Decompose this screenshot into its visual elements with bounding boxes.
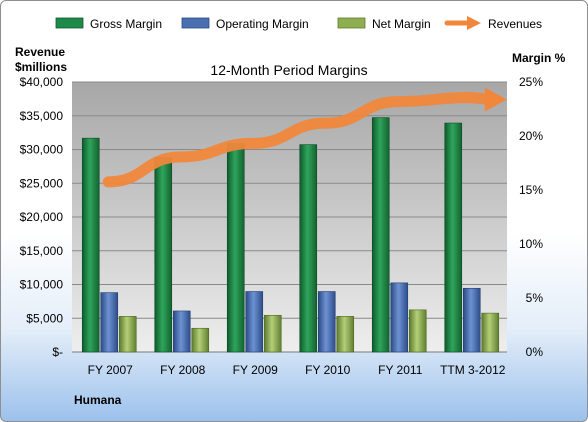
legend-label-net-margin: Net Margin	[372, 17, 431, 31]
revenues-line	[102, 92, 497, 188]
operating-margin-bar	[390, 282, 409, 353]
legend-label-gross-margin: Gross Margin	[90, 17, 162, 31]
company-label: Humana	[74, 393, 122, 407]
revenue-arrow-group	[102, 87, 507, 188]
legend-swatch-revenues-arrowhead	[467, 16, 481, 30]
gross-margin-bar	[371, 117, 390, 353]
left-axis-ticks: $- $5,000 $10,000 $15,000 $20,000 $25,000 $30,…	[20, 75, 64, 359]
operating-margin-bar	[172, 310, 191, 353]
x-tick-label: FY 2011	[378, 363, 423, 377]
x-tick-label: FY 2008	[160, 363, 205, 377]
net-margin-bar	[191, 327, 210, 353]
left-tick-label: $40,000	[20, 75, 64, 89]
revenues-arrowhead	[484, 87, 507, 112]
operating-margin-bar	[245, 291, 264, 353]
left-axis-label-line2: $millions	[15, 60, 67, 74]
x-tick-label: FY 2007	[88, 363, 133, 377]
operating-margin-bar	[317, 291, 336, 353]
left-tick-label: $30,000	[20, 143, 64, 157]
left-tick-label: $25,000	[20, 176, 64, 190]
gross-margin-bar	[444, 122, 463, 353]
left-tick-label: $15,000	[20, 244, 64, 258]
x-tick-label: TTM 3-2012	[440, 363, 506, 377]
right-tick-label: 25%	[519, 75, 543, 89]
left-tick-label: $35,000	[20, 109, 64, 123]
legend-swatch-net-margin	[337, 17, 366, 29]
x-tick-label: FY 2009	[233, 363, 278, 377]
left-tick-label: $5,000	[26, 311, 63, 325]
right-tick-label: 10%	[519, 237, 543, 251]
gross-margin-bar	[226, 143, 245, 353]
x-axis-ticks: FY 2007 FY 2008 FY 2009 FY 2010 FY 2011 TTM 3…	[88, 363, 506, 377]
left-tick-label: $20,000	[20, 210, 64, 224]
right-tick-label: 20%	[519, 129, 543, 143]
operating-margin-bar	[100, 292, 119, 353]
net-margin-bar	[336, 316, 355, 353]
legend-label-operating-margin: Operating Margin	[216, 17, 309, 31]
right-tick-label: 0%	[526, 345, 544, 359]
legend: Gross Margin Operating Margin Net Margin…	[55, 16, 542, 31]
net-margin-bar	[263, 314, 282, 353]
left-tick-label: $-	[52, 345, 63, 359]
gross-margin-bar	[81, 137, 100, 353]
right-tick-label: 5%	[526, 291, 544, 305]
gross-margin-bar	[154, 157, 173, 353]
right-axis-ticks: 0% 5% 10% 15% 20% 25%	[519, 75, 543, 359]
right-tick-label: 15%	[519, 183, 543, 197]
bars-group	[81, 117, 500, 353]
net-margin-bar	[408, 309, 427, 353]
gross-margin-bar	[299, 144, 318, 353]
x-tick-label: FY 2010	[305, 363, 350, 377]
gridlines	[72, 81, 507, 319]
legend-swatch-operating-margin	[181, 17, 210, 29]
operating-margin-bar	[462, 287, 481, 353]
left-tick-label: $10,000	[20, 278, 64, 292]
legend-swatch-gross-margin	[55, 17, 84, 29]
net-margin-bar	[481, 312, 500, 353]
legend-label-revenues: Revenues	[488, 17, 542, 31]
chart-title: 12-Month Period Margins	[210, 62, 367, 78]
left-axis-label-line1: Revenue	[15, 45, 65, 59]
net-margin-bar	[118, 316, 137, 353]
right-axis-label: Margin %	[512, 51, 566, 65]
